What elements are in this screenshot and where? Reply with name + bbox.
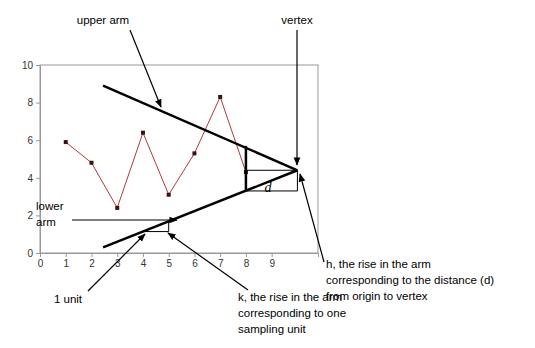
plot-frame (40, 65, 318, 253)
x-tick: 4 (141, 253, 147, 269)
annotation-text: corresponding to the distance (d) (326, 274, 494, 286)
x-tick: 0 (38, 253, 44, 269)
x-tick-label: 7 (218, 258, 224, 269)
point-marker (115, 206, 119, 210)
x-tick-label: 1 (63, 258, 69, 269)
y-tick-label: 4 (27, 173, 33, 184)
annotation-text: vertex (281, 14, 313, 26)
x-tick-mark (143, 253, 144, 257)
y-tick-label: 10 (22, 60, 34, 71)
point-marker (218, 95, 222, 99)
point-marker (167, 193, 171, 197)
x-tick: 1 (63, 253, 69, 269)
x-tick-label: 0 (38, 258, 44, 269)
x-tick-mark (91, 253, 92, 257)
annotation-arrow (72, 219, 177, 220)
y-tick-label: 0 (27, 248, 33, 259)
annotation-text: sampling unit (238, 323, 307, 335)
series-line (66, 97, 246, 208)
x-tick: 6 (192, 253, 198, 269)
x-axis-line (41, 254, 319, 258)
y-tick: 4 (27, 173, 40, 184)
y-tick-label: 8 (27, 97, 33, 108)
annotation-arrow (296, 30, 297, 165)
annotation-text: arm (36, 216, 56, 228)
x-tick-label: 6 (192, 258, 198, 269)
marks (64, 86, 298, 248)
y-tick: 8 (27, 97, 40, 108)
annotation-text: k, the rise in the arm (238, 291, 342, 303)
x-tick-label: 9 (269, 258, 275, 269)
x-tick-label: 2 (89, 258, 95, 269)
x-axis: 0123456789 (38, 253, 319, 269)
y-tick-mark (36, 253, 40, 254)
annotation-arrow (168, 233, 248, 290)
series-line (143, 221, 169, 231)
annotations: upper arm vertex lower arm d h, the rise in t… (36, 14, 494, 335)
annotation-arrow (88, 234, 145, 291)
y-tick-mark (36, 65, 40, 66)
annotation-text: lower (36, 200, 64, 212)
x-tick-label: 8 (244, 258, 250, 269)
annotation-arrow (300, 174, 324, 262)
y-tick: 10 (22, 60, 40, 71)
point-marker (64, 140, 68, 144)
annotation-text: 1 unit (54, 293, 83, 305)
series-line (245, 146, 248, 191)
y-tick-label: 2 (27, 210, 33, 221)
x-tick: 9 (269, 253, 275, 269)
x-tick-mark (272, 253, 273, 257)
x-tick: 8 (244, 253, 250, 269)
y-axis: 0 2 4 6 8 10 (22, 60, 41, 259)
y-tick-mark (36, 103, 40, 104)
x-tick-mark (194, 253, 195, 257)
annotation-text: d (265, 180, 273, 195)
x-tick-mark (117, 253, 118, 257)
point-marker (192, 151, 196, 155)
y-tick-mark (36, 178, 40, 179)
annotation-text: corresponding to one (238, 307, 346, 319)
x-tick-label: 4 (141, 258, 147, 269)
series-line (246, 170, 297, 191)
series-line (246, 170, 297, 171)
annotation-text: h, the rise in the arm (326, 258, 431, 270)
series-line (103, 170, 297, 247)
point-marker (141, 131, 145, 135)
x-tick: 5 (166, 253, 172, 269)
x-tick-mark (220, 253, 221, 257)
point-marker (89, 161, 93, 165)
annotation-arrow (130, 30, 161, 107)
x-tick-mark (246, 253, 247, 257)
x-tick-label: 5 (166, 258, 172, 269)
x-tick-mark (169, 253, 170, 257)
x-tick-mark (66, 253, 67, 257)
annotation-text: upper arm (77, 14, 129, 26)
y-tick: 0 (27, 248, 40, 259)
y-tick: 6 (27, 135, 40, 146)
x-tick: 7 (218, 253, 224, 269)
series-line (103, 86, 297, 171)
y-tick-mark (36, 140, 40, 141)
chart: 01234567890246810upper armvertexlowerarm… (0, 0, 535, 348)
x-tick: 2 (89, 253, 95, 269)
y-tick-label: 6 (27, 135, 33, 146)
